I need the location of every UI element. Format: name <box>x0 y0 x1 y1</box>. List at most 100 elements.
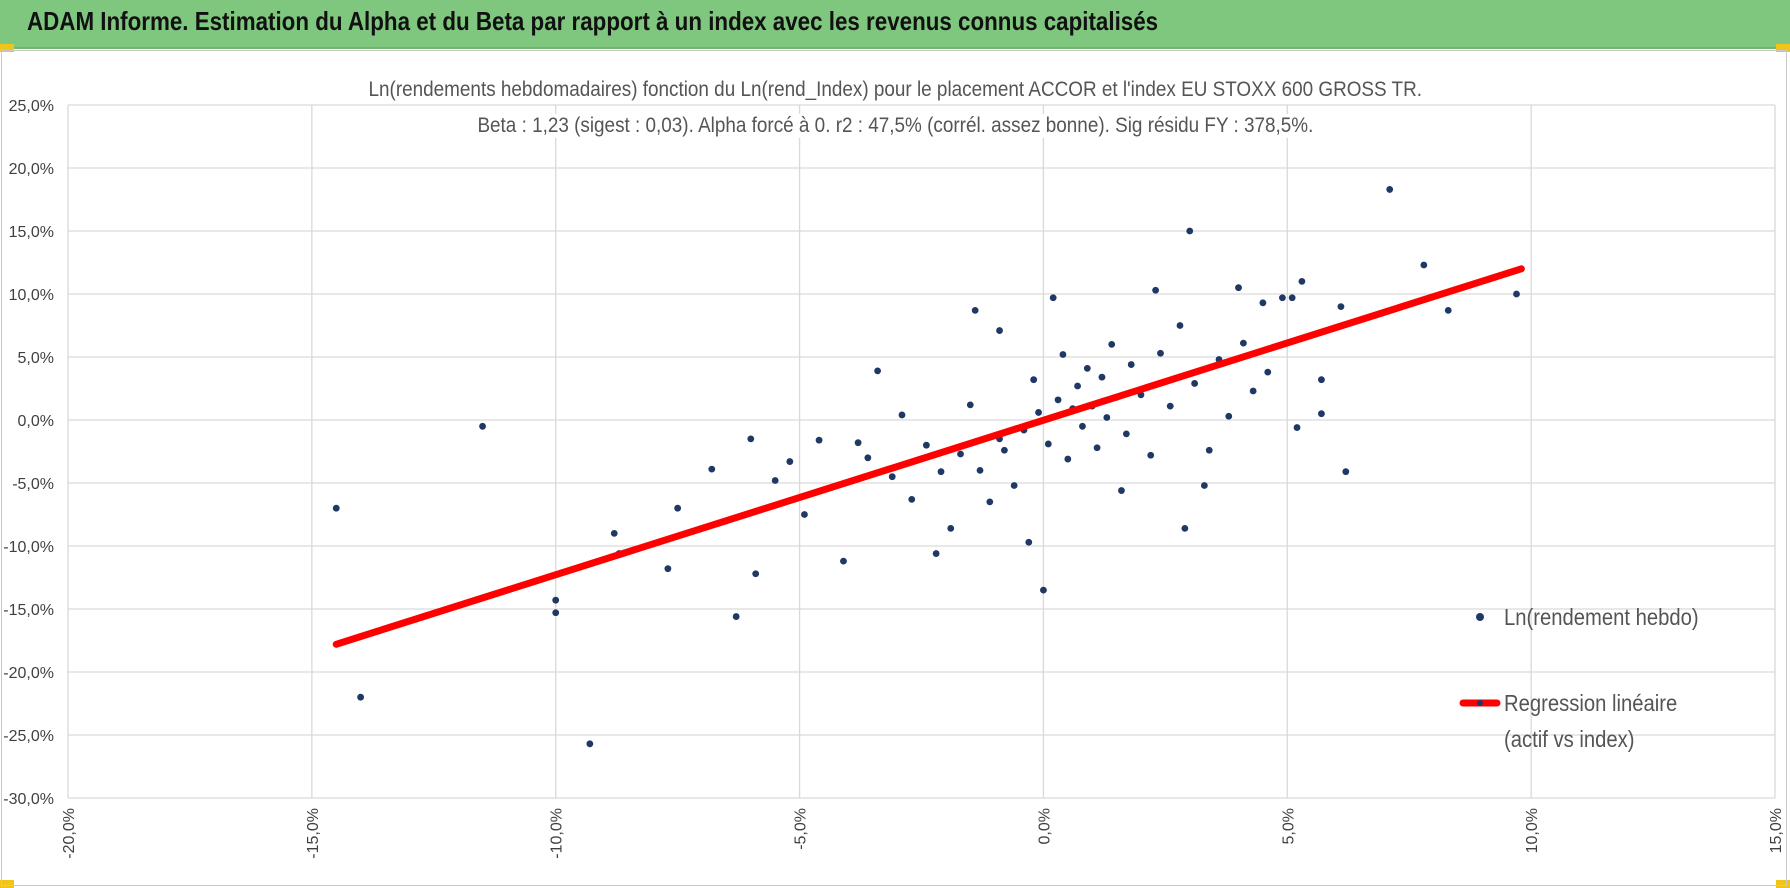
data-point <box>976 467 984 474</box>
data-point <box>1235 284 1242 292</box>
data-point <box>1074 382 1081 390</box>
corner-marker <box>1776 880 1790 888</box>
data-point <box>815 436 823 444</box>
data-point <box>1200 482 1208 489</box>
data-point <box>874 367 882 375</box>
data-point <box>854 439 862 447</box>
data-point <box>1181 524 1189 532</box>
data-point <box>1205 446 1213 454</box>
data-point <box>1293 424 1301 431</box>
data-point <box>996 327 1003 334</box>
regression-line <box>332 265 1525 648</box>
data-point <box>674 504 682 512</box>
data-point <box>801 511 808 518</box>
data-point <box>1157 349 1164 357</box>
data-point <box>1342 468 1350 476</box>
data-point <box>552 596 560 604</box>
chart-frame <box>1 50 1787 886</box>
data-point <box>1083 364 1091 372</box>
data-point <box>1035 409 1042 416</box>
data-point <box>771 477 779 484</box>
data-point <box>1279 294 1286 302</box>
x-tick-label: -20,0% <box>61 808 78 859</box>
chart-subtitle-text: Beta : 1,23 (sigest : 0,03). Alpha forcé… <box>471 114 1319 138</box>
data-point <box>864 454 872 462</box>
legend-line-label: Regression linéaire <box>1504 690 1678 716</box>
data-point <box>937 468 945 476</box>
data-point <box>1225 412 1233 420</box>
y-tick-label: 0,0% <box>18 413 54 430</box>
y-tick-label: -10,0% <box>3 539 54 556</box>
data-point <box>1040 586 1047 594</box>
chart-title-line2: Beta : 1,23 (sigest : 0,03). Alpha forcé… <box>0 114 1790 138</box>
data-point <box>898 411 906 419</box>
data-point <box>1444 306 1452 314</box>
data-point <box>957 450 964 458</box>
data-point <box>971 306 979 314</box>
legend-scatter-marker <box>1476 613 1484 621</box>
data-point <box>1093 444 1101 452</box>
data-point <box>1337 303 1345 310</box>
y-tick-label: 10,0% <box>9 287 54 304</box>
data-point <box>1025 538 1033 546</box>
x-tick-label: 15,0% <box>1768 808 1785 853</box>
data-point <box>664 565 672 573</box>
data-point <box>1044 440 1052 448</box>
data-point <box>1513 290 1520 298</box>
data-point <box>1030 376 1038 384</box>
data-point <box>1001 446 1008 454</box>
data-point <box>479 422 486 430</box>
y-tick-label: -30,0% <box>3 791 54 808</box>
data-point <box>986 498 994 506</box>
data-point <box>1259 299 1267 307</box>
data-point <box>1386 186 1394 193</box>
data-point <box>732 613 740 620</box>
legend-line-label-2: (actif vs index) <box>1504 726 1635 752</box>
data-point <box>1098 373 1106 381</box>
chart-title-text: Ln(rendements hebdomadaires) fonction du… <box>362 78 1428 102</box>
data-point <box>1239 339 1247 347</box>
data-point <box>1298 278 1306 285</box>
data-point <box>1064 455 1072 463</box>
data-point <box>552 609 560 617</box>
data-point <box>1176 322 1184 329</box>
data-point <box>1249 387 1257 395</box>
data-point <box>1118 487 1125 494</box>
x-tick-label: 0,0% <box>1036 808 1053 844</box>
data-point <box>1122 430 1130 438</box>
data-point <box>1152 286 1160 294</box>
data-point <box>888 473 896 481</box>
data-point <box>357 693 365 701</box>
data-point <box>1191 380 1199 387</box>
chart-title-line1: Ln(rendements hebdomadaires) fonction du… <box>0 78 1790 102</box>
y-tick-label: 25,0% <box>9 98 54 115</box>
data-point <box>1010 482 1018 489</box>
data-point <box>1288 294 1296 302</box>
data-point <box>932 550 940 557</box>
legend-line-marker-dot <box>1477 700 1483 706</box>
data-point <box>1147 451 1155 459</box>
y-tick-label: -25,0% <box>3 728 54 745</box>
data-point <box>1127 361 1135 368</box>
y-tick-label: -20,0% <box>3 665 54 682</box>
x-tick-label: 10,0% <box>1524 808 1541 853</box>
legend-scatter-label: Ln(rendement hebdo) <box>1504 604 1699 630</box>
data-point <box>947 524 955 532</box>
data-point <box>332 504 340 512</box>
data-point <box>1420 261 1428 269</box>
data-point <box>1318 410 1325 418</box>
data-point <box>1103 414 1111 421</box>
data-point <box>1108 341 1116 348</box>
data-point <box>1054 396 1062 404</box>
data-point <box>1264 368 1272 376</box>
x-tick-label: -10,0% <box>549 808 566 859</box>
y-tick-label: -15,0% <box>3 602 54 619</box>
data-point <box>922 441 930 449</box>
corner-marker <box>0 880 14 888</box>
corner-marker <box>1776 44 1790 52</box>
y-tick-label: -5,0% <box>12 476 54 493</box>
y-tick-label: 5,0% <box>18 350 54 367</box>
report-banner: ADAM Informe. Estimation du Alpha et du … <box>0 0 1790 49</box>
data-point <box>1186 227 1194 235</box>
